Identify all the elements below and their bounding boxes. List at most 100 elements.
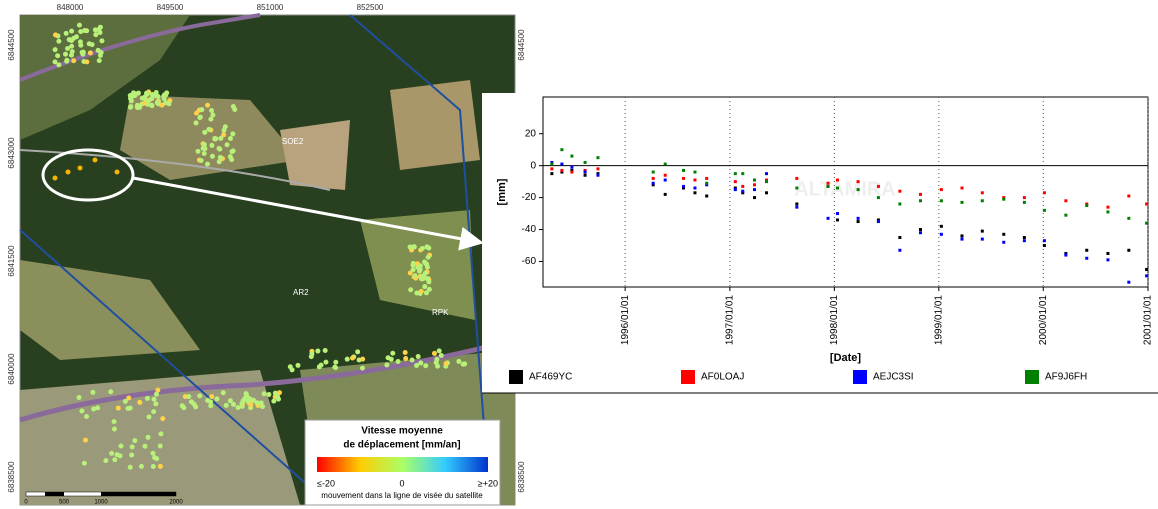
data-point xyxy=(836,218,839,221)
ps-point xyxy=(150,451,155,456)
ps-point xyxy=(99,38,104,43)
ps-point xyxy=(95,405,100,410)
ps-point xyxy=(418,360,423,365)
legend-mid: 0 xyxy=(399,478,404,488)
ps-point xyxy=(115,452,120,457)
ps-point xyxy=(414,291,419,296)
data-point xyxy=(560,163,563,166)
data-point xyxy=(693,187,696,190)
ps-point xyxy=(323,348,328,353)
ps-point xyxy=(74,34,79,39)
data-point xyxy=(857,217,860,220)
ps-point xyxy=(153,401,158,406)
ps-point xyxy=(142,444,147,449)
legend-title: Vitesse moyenne xyxy=(361,426,443,437)
ps-point xyxy=(350,355,355,360)
data-point xyxy=(584,171,587,174)
ps-point xyxy=(84,414,89,419)
data-point xyxy=(1002,241,1005,244)
ps-point xyxy=(151,464,156,469)
ps-point xyxy=(140,96,145,101)
ps-point xyxy=(420,246,425,251)
ps-point xyxy=(260,404,265,409)
data-point xyxy=(919,199,922,202)
ps-point xyxy=(417,269,422,274)
ps-point xyxy=(78,43,83,48)
y-tick-label: -60 xyxy=(522,256,537,267)
data-point xyxy=(919,193,922,196)
ps-point xyxy=(98,53,103,58)
data-point xyxy=(1145,202,1148,205)
map-label: SOE2 xyxy=(282,137,304,146)
scale-label: 500 xyxy=(59,500,70,506)
ps-point xyxy=(128,405,133,410)
ps-point xyxy=(439,353,444,358)
ps-point xyxy=(273,391,278,396)
ps-point xyxy=(434,360,439,365)
data-point xyxy=(940,233,943,236)
ps-point xyxy=(79,408,84,413)
ps-point xyxy=(209,108,214,113)
chart-panel xyxy=(482,93,1158,393)
data-point xyxy=(827,217,830,220)
ps-point xyxy=(247,396,252,401)
data-point xyxy=(1023,201,1026,204)
ps-point xyxy=(115,170,120,175)
ps-point xyxy=(64,31,69,36)
scale-label: 1000 xyxy=(94,500,108,506)
data-point xyxy=(960,234,963,237)
legend-label: AF469YC xyxy=(529,372,572,383)
ps-point xyxy=(218,155,223,160)
data-point xyxy=(705,194,708,197)
ps-point xyxy=(416,354,421,359)
ps-point xyxy=(210,154,215,159)
y-tick-label: 0 xyxy=(530,160,536,171)
data-point xyxy=(1043,209,1046,212)
ps-point xyxy=(426,255,431,260)
ps-point xyxy=(232,107,237,112)
legend-swatch xyxy=(509,370,523,384)
data-point xyxy=(1023,196,1026,199)
ps-point xyxy=(98,30,103,35)
data-point xyxy=(741,190,744,193)
ps-point xyxy=(403,356,408,361)
ps-point xyxy=(315,349,320,354)
ps-point xyxy=(181,405,186,410)
data-point xyxy=(1043,244,1046,247)
data-point xyxy=(1002,233,1005,236)
ps-point xyxy=(109,451,114,456)
ps-point xyxy=(154,90,159,95)
ps-point xyxy=(255,400,260,405)
ps-point xyxy=(135,105,140,110)
x-tick-label: 2001/01/01 xyxy=(1143,295,1154,345)
x-axis-label: [Date] xyxy=(830,352,862,364)
ps-point xyxy=(88,50,93,55)
ps-point xyxy=(83,438,88,443)
data-point xyxy=(596,167,599,170)
legend-swatch xyxy=(681,370,695,384)
ps-point xyxy=(199,158,204,163)
ps-point xyxy=(146,435,151,440)
y-tick-label: -40 xyxy=(522,224,537,235)
ps-point xyxy=(55,53,60,58)
ps-point xyxy=(145,396,150,401)
ps-point xyxy=(333,360,338,365)
data-point xyxy=(981,238,984,241)
ps-point xyxy=(389,357,394,362)
data-point xyxy=(1145,274,1148,277)
ps-point xyxy=(77,23,82,28)
x-tick-label: 1997/01/01 xyxy=(725,295,736,345)
map-label: RPK xyxy=(432,308,449,317)
data-point xyxy=(1106,210,1109,213)
ps-point xyxy=(194,120,199,125)
data-point xyxy=(898,202,901,205)
data-point xyxy=(664,174,667,177)
data-point xyxy=(765,172,768,175)
data-point xyxy=(734,188,737,191)
ps-point xyxy=(149,103,154,108)
data-point xyxy=(1085,204,1088,207)
data-point xyxy=(1106,258,1109,261)
canvas: SOE2 AR2 RPK 848000849500851000852500684… xyxy=(0,0,1158,509)
map-y-tick: 6840000 xyxy=(7,353,16,385)
legend-min: ≤-20 xyxy=(317,478,335,488)
